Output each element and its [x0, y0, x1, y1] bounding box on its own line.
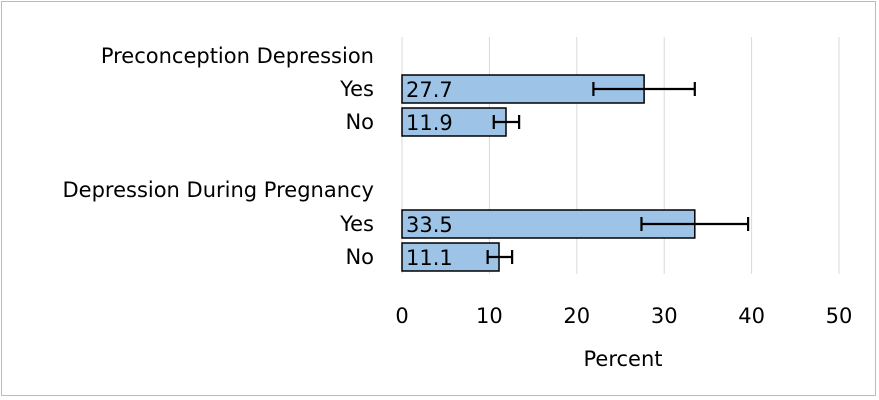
bar-1-no [401, 107, 507, 137]
data-label: 27.7 [406, 78, 453, 102]
x-tick-label: 0 [395, 304, 408, 328]
x-tick-label: 10 [476, 304, 503, 328]
category-label: Yes [339, 77, 374, 101]
x-axis-title: Percent [583, 347, 662, 371]
x-tick-label: 40 [738, 304, 765, 328]
x-tick-label: 30 [651, 304, 678, 328]
x-tick-label: 50 [826, 304, 853, 328]
category-label: Yes [339, 212, 374, 236]
data-label: 11.1 [406, 246, 453, 270]
bar-2-no [401, 242, 500, 272]
label-layer: 0 10 20 30 40 50 Preconception Depression Yes 27… [62, 44, 852, 328]
category-label: No [345, 110, 374, 134]
data-label: 11.9 [406, 111, 453, 135]
category-label: No [345, 245, 374, 269]
group-label: Preconception Depression [101, 44, 374, 68]
x-tick-label: 20 [563, 304, 590, 328]
bar-layer [401, 74, 750, 272]
group-label: Depression During Pregnancy [62, 178, 374, 202]
data-label: 33.5 [406, 213, 453, 237]
